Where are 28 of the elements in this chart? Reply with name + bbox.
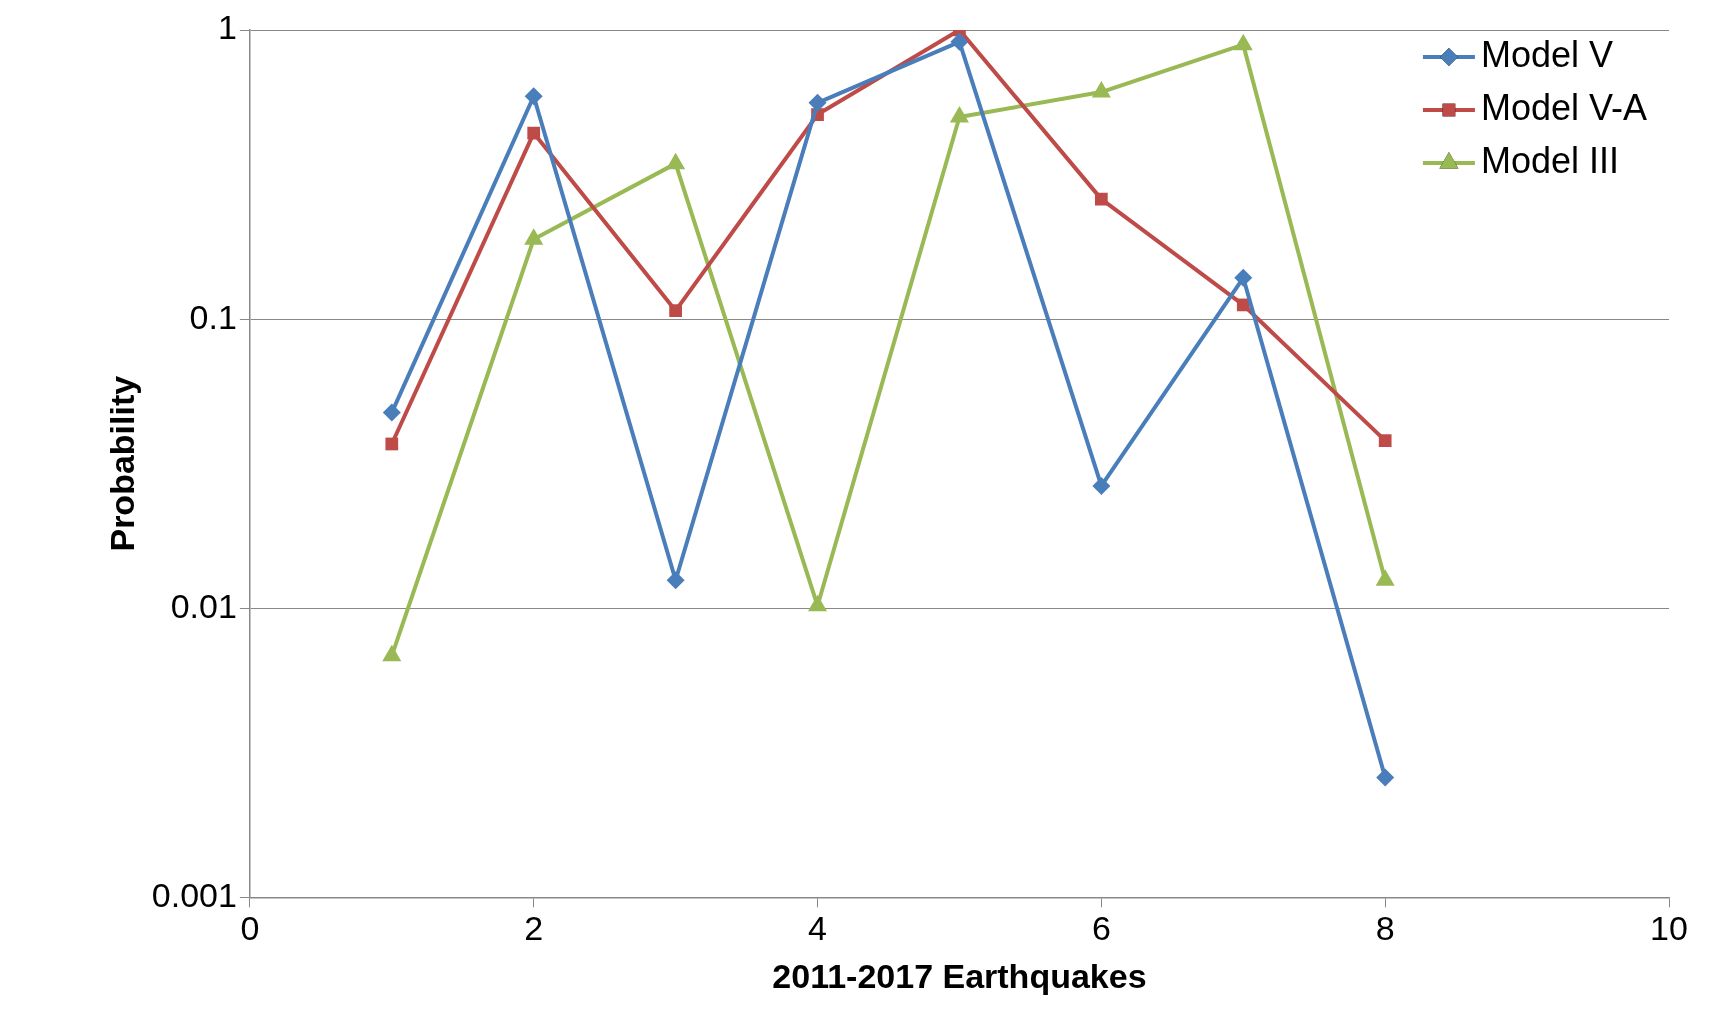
x-tick-label: 2 bbox=[524, 909, 544, 948]
point bbox=[808, 93, 827, 112]
point bbox=[1376, 768, 1395, 787]
y-tick-label: 0.001 bbox=[151, 875, 237, 914]
point bbox=[382, 403, 401, 422]
y-axis-title: Probability bbox=[102, 375, 141, 552]
point bbox=[1234, 268, 1253, 287]
point bbox=[1378, 434, 1392, 447]
point bbox=[950, 32, 969, 51]
point bbox=[524, 87, 543, 106]
x-tick-label: 6 bbox=[1091, 909, 1111, 948]
point bbox=[666, 571, 685, 590]
point bbox=[1092, 476, 1111, 495]
x-tick-label: 8 bbox=[1375, 909, 1395, 948]
point bbox=[527, 126, 541, 140]
y-tick-label: 0.01 bbox=[170, 586, 237, 625]
y-tick-label: 0.1 bbox=[189, 297, 237, 336]
y-tick-label: 1 bbox=[217, 8, 237, 47]
legend-label: Model V-A bbox=[1480, 86, 1647, 128]
legend-label: Model V bbox=[1480, 33, 1613, 75]
x-tick-label: 10 bbox=[1650, 909, 1688, 948]
point bbox=[1094, 192, 1108, 206]
point bbox=[385, 437, 399, 451]
x-axis-title: 2011-2017 Earthquakes bbox=[772, 956, 1147, 995]
x-tick-label: 0 bbox=[240, 909, 260, 948]
legend-label: Model III bbox=[1480, 139, 1619, 181]
point bbox=[669, 304, 682, 317]
x-tick-label: 4 bbox=[808, 909, 827, 948]
